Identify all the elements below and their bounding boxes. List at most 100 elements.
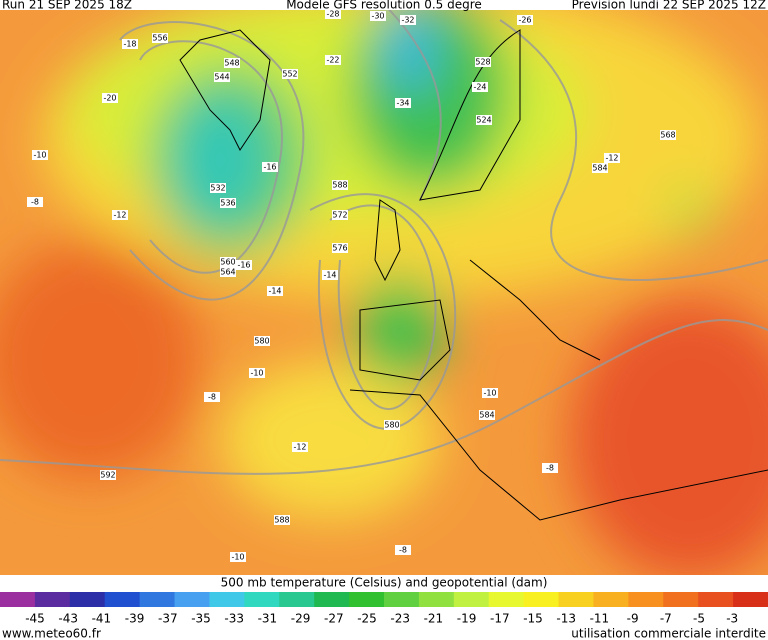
contour-label: -24 [473, 83, 486, 92]
colorbar-swatch [698, 592, 734, 607]
contour-label-bg [604, 153, 620, 163]
contour-label: 544 [214, 73, 229, 82]
colorbar: -45 -43 -41 -39 -37 -35 -33 -31 -29 -27 -25 -23 -21-… [0, 592, 768, 626]
contour-label-bg [282, 69, 298, 79]
colorbar-swatch [593, 592, 629, 607]
contour-label: -8 [546, 464, 554, 473]
contour-label-bg [224, 58, 240, 68]
colorbar-tick-label: -29 [291, 612, 311, 626]
contour-label: -16 [263, 163, 276, 172]
colorbar-tick-label: -23 [390, 612, 410, 626]
colorbar-tick-label: -39 [125, 612, 145, 626]
contour-label-bg [102, 93, 118, 103]
legend-panel [0, 575, 768, 640]
colorbar-swatch [558, 592, 594, 607]
contour-label-bg [32, 150, 48, 160]
colorbar-swatch [453, 592, 490, 607]
forecast-label: Prevision lundi 22 SEP 2025 12Z [572, 0, 766, 12]
contour-label: 564 [220, 268, 235, 277]
colorbar-tick-label: -13 [556, 612, 576, 626]
contour-label: -14 [268, 287, 281, 296]
contour-label: 568 [660, 131, 675, 140]
colorbar-swatch [104, 592, 141, 607]
contour-label-bg [214, 72, 230, 82]
contour-label: 524 [476, 116, 491, 125]
colorbar-swatch [139, 592, 176, 607]
colorbar-tick-label: -11 [590, 612, 610, 626]
colorbar-swatch [279, 592, 315, 607]
contour-label: -10 [250, 369, 263, 378]
contour-label: 580 [254, 337, 269, 346]
site-label: www.meteo60.fr [2, 627, 101, 640]
colorbar-swatch [733, 592, 768, 607]
contour-label-bg [395, 98, 411, 108]
colorbar-tick-label: -17 [490, 612, 510, 626]
colorbar-swatch [0, 592, 36, 607]
contour-label-bg [384, 420, 400, 430]
colorbar-tick-label: -21 [424, 612, 444, 626]
contour-label-bg [100, 470, 116, 480]
contour-label-bg [332, 243, 348, 253]
contour-label: 528 [475, 58, 490, 67]
contour-label: 572 [332, 211, 347, 220]
contour-label: 588 [332, 181, 347, 190]
colorbar-tick-label: -3 [726, 612, 738, 626]
contour-label-bg [322, 270, 338, 280]
contour-label-bg [479, 410, 495, 420]
contour-label: -12 [113, 211, 126, 220]
colorbar-swatch [314, 592, 350, 607]
contour-label-bg [592, 163, 608, 173]
colorbar-tick-label: -5 [693, 612, 705, 626]
contour-label-bg [204, 392, 220, 402]
contour-label: -18 [123, 40, 136, 49]
contour-label-bg [332, 180, 348, 190]
colorbar-swatch [69, 592, 106, 607]
contour-label: -22 [326, 56, 339, 65]
contour-label-bg [152, 33, 168, 43]
colorbar-swatch [663, 592, 699, 607]
contour-label: 580 [384, 421, 399, 430]
notice-label: utilisation commerciale interdite [571, 627, 766, 640]
model-label: Modele GFS resolution 0.5 degre [286, 0, 482, 12]
contour-label: -12 [605, 154, 618, 163]
run-label: Run 21 SEP 2025 18Z [2, 0, 132, 12]
contour-label-bg [249, 368, 265, 378]
contour-label: -16 [237, 261, 250, 270]
colorbar-swatch [384, 592, 420, 607]
contour-label: -8 [31, 198, 39, 207]
contour-label: -8 [208, 393, 216, 402]
contour-label-bg [210, 183, 226, 193]
contour-label: 536 [220, 199, 235, 208]
contour-label-bg [325, 10, 341, 19]
contour-label-bg [267, 286, 283, 296]
colorbar-tick-label: -19 [457, 612, 477, 626]
colorbar-swatch [209, 592, 245, 607]
contour-label: -10 [33, 151, 46, 160]
contour-label-bg [112, 210, 128, 220]
contour-label-bg [517, 15, 533, 25]
contour-label: 588 [274, 516, 289, 525]
colorbar-swatch [628, 592, 664, 607]
colorbar-tick-label: -43 [58, 612, 78, 626]
contour-label-bg [475, 57, 491, 67]
colorbar-tick-label: -41 [92, 612, 112, 626]
colorbar-tick-label: -15 [523, 612, 543, 626]
colorbar-tick-label: -9 [627, 612, 639, 626]
colorbar-tick-label: -37 [158, 612, 178, 626]
contour-label: -14 [323, 271, 336, 280]
contour-label-bg [482, 388, 498, 398]
contour-label-bg [400, 15, 416, 25]
contour-label: 532 [210, 184, 225, 193]
contour-label: 560 [220, 258, 235, 267]
contour-label-bg [660, 130, 676, 140]
contour-label-bg [254, 336, 270, 346]
map: -28 -30 -32 -26 -24 -14 -16 -18 -12 -10 -8 556 548 54… [0, 10, 768, 575]
colorbar-swatch [418, 592, 455, 607]
contour-label-bg [236, 260, 252, 270]
contour-label: 548 [224, 59, 239, 68]
contour-label: -10 [483, 389, 496, 398]
contour-label: -20 [103, 94, 116, 103]
contour-label: 552 [282, 70, 297, 79]
contour-label: -12 [293, 443, 306, 452]
contour-label-bg [27, 197, 43, 207]
